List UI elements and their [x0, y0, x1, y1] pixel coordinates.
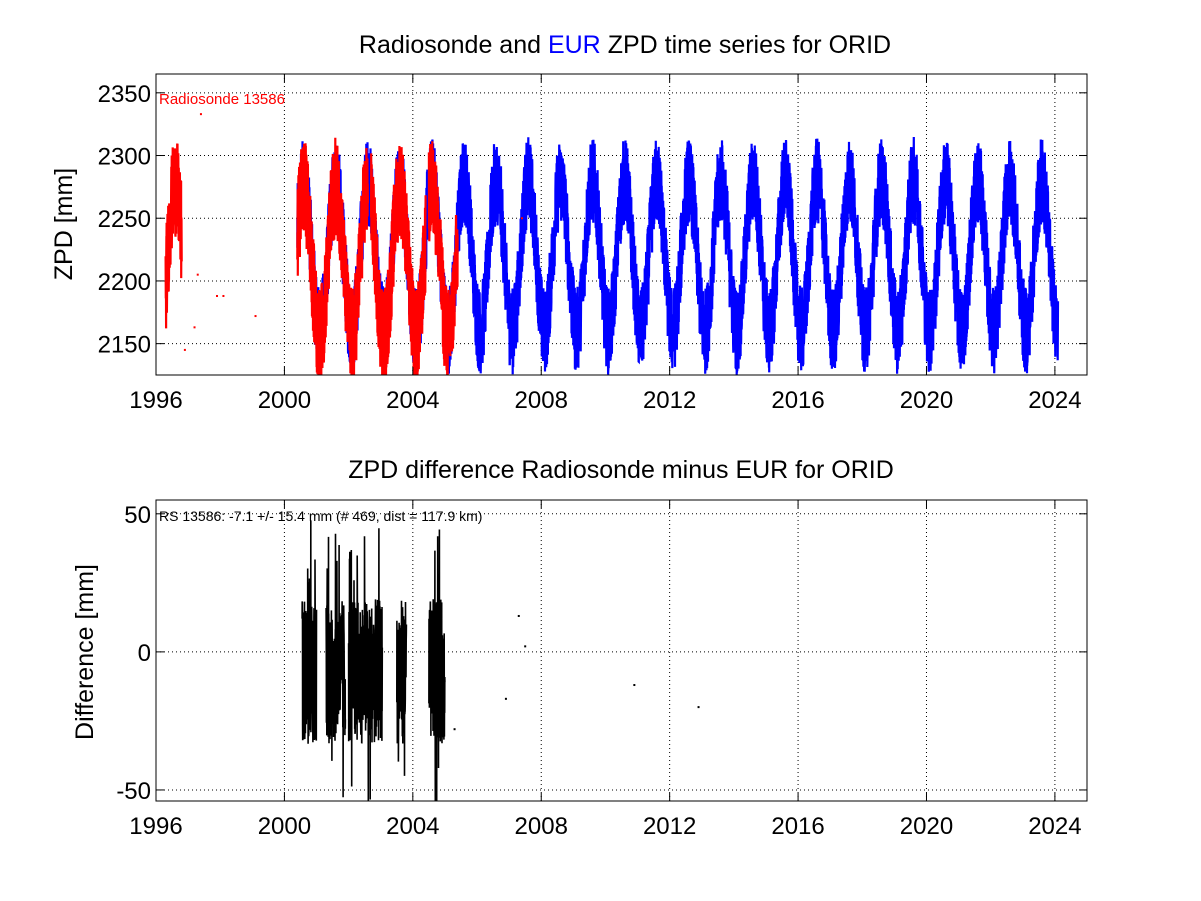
difference-series-line [325, 533, 347, 798]
x-tick-label: 2004 [386, 387, 439, 414]
bottom-grid [155, 500, 1087, 801]
isolated-data-point [215, 294, 218, 297]
difference-series-line [395, 600, 408, 776]
radiosonde-legend-label: Radiosonde 13586 [159, 91, 285, 108]
isolated-data-point [254, 315, 257, 318]
radiosonde-zpd-series-line [398, 147, 427, 375]
difference-statistics-label: RS 13586: -7.1 +/- 15.4 mm (# 469, dist … [159, 508, 482, 524]
isolated-data-point [174, 223, 177, 226]
title-part: EUR [548, 31, 601, 59]
difference-series-line [428, 529, 446, 801]
bottom-axes-frame [155, 499, 1088, 802]
y-tick-label: 2150 [98, 332, 151, 359]
x-tick-label: 2000 [258, 387, 311, 414]
isolated-data-point [520, 217, 523, 220]
y-tick-label: -50 [116, 778, 151, 805]
y-tick-label: 2350 [98, 81, 151, 108]
top-chart-title: Radiosonde and EUR ZPD time series for O… [359, 31, 891, 59]
x-tick-label: 1996 [129, 387, 182, 414]
x-tick-label: 2024 [1028, 813, 1081, 840]
bottom-ticks: 1996 2000 2004 2008 2012 2016 2020 2024 -50 0 50 [116, 500, 1087, 840]
top-axes-frame [155, 73, 1088, 376]
radiosonde-zpd-series-line [164, 143, 183, 329]
title-part: Radiosonde and [359, 31, 548, 59]
isolated-data-point [524, 645, 527, 648]
x-tick-label: 2020 [900, 813, 953, 840]
isolated-data-point [697, 706, 700, 709]
x-tick-label: 2020 [900, 387, 953, 414]
radiosonde-zpd-series-line [427, 141, 459, 375]
bottom-y-axis-label: Difference [mm] [71, 564, 99, 740]
zpd-time-series-panel: Radiosonde and EUR ZPD time series for O… [50, 31, 1088, 414]
radiosonde-zpd-series-line [296, 143, 315, 331]
y-tick-label: 2250 [98, 206, 151, 233]
isolated-data-point [199, 113, 202, 116]
y-tick-label: 2200 [98, 269, 151, 296]
x-tick-label: 2004 [386, 813, 439, 840]
top-plot-area [164, 113, 1060, 375]
radiosonde-zpd-series-line [312, 137, 337, 375]
y-tick-label: 2300 [98, 144, 151, 171]
isolated-data-point [517, 614, 520, 617]
bottom-chart-title: ZPD difference Radiosonde minus EUR for … [348, 456, 894, 484]
radiosonde-zpd-series-line [334, 145, 369, 375]
zpd-difference-panel: ZPD difference Radiosonde minus EUR for … [71, 456, 1088, 840]
y-tick-label: 50 [124, 502, 151, 529]
isolated-data-point [183, 348, 186, 351]
x-tick-label: 1996 [129, 813, 182, 840]
top-y-axis-label: ZPD [mm] [50, 168, 78, 281]
isolated-data-point [633, 684, 636, 687]
isolated-data-point [193, 326, 196, 329]
x-tick-label: 2008 [515, 387, 568, 414]
isolated-data-point [504, 697, 507, 700]
difference-series-line [347, 528, 384, 801]
isolated-data-point [222, 294, 225, 297]
top-ticks: 1996 2000 2004 2008 2012 2016 2020 2024 2150 2200… [98, 74, 1087, 414]
y-tick-label: 0 [138, 640, 151, 667]
x-tick-label: 2016 [771, 387, 824, 414]
x-tick-label: 2016 [771, 813, 824, 840]
isolated-data-point [453, 728, 456, 731]
x-tick-label: 2024 [1028, 387, 1081, 414]
x-tick-label: 2000 [258, 813, 311, 840]
x-tick-label: 2012 [643, 387, 696, 414]
bottom-plot-area [301, 520, 700, 801]
x-tick-label: 2008 [515, 813, 568, 840]
radiosonde-zpd-series-line [370, 145, 401, 375]
difference-series-line [301, 520, 318, 744]
x-tick-label: 2012 [643, 813, 696, 840]
title-part: ZPD time series for ORID [601, 31, 891, 59]
isolated-data-point [196, 273, 199, 276]
